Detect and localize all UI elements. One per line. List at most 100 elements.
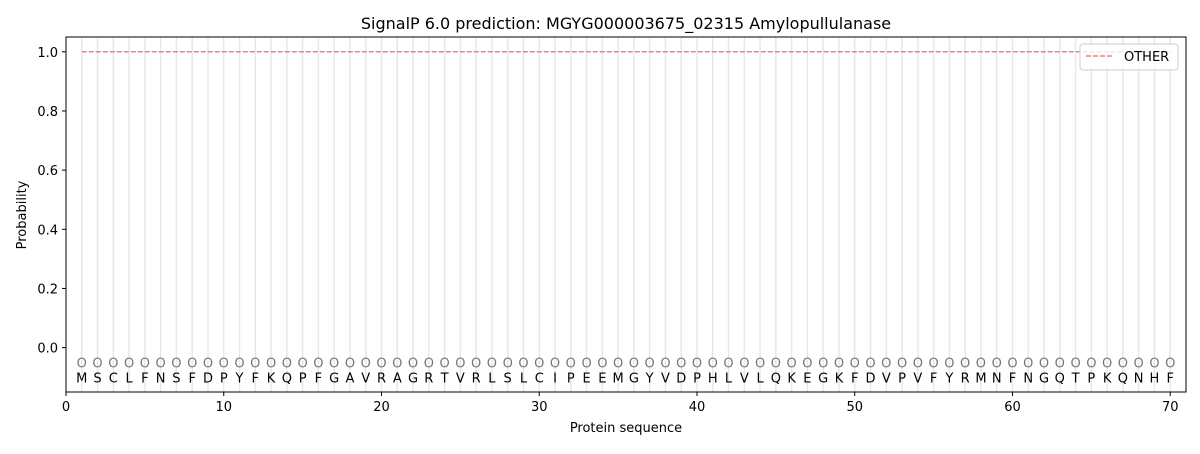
residue-letter: Y: [944, 371, 953, 386]
residue-letter: P: [1087, 371, 1095, 386]
residue-letter: K: [267, 371, 276, 386]
residue-letter: K: [787, 371, 796, 386]
residue-label-marker: O: [1118, 356, 1128, 371]
residue-label-marker: O: [660, 356, 670, 371]
residue-label-marker: O: [913, 356, 923, 371]
residue-letter: C: [109, 371, 118, 386]
residue-letter: N: [1023, 371, 1033, 386]
x-tick-label: 0: [62, 400, 70, 415]
residue-letter: T: [440, 371, 449, 386]
residue-label-marker: O: [818, 356, 828, 371]
residue-label-marker: O: [345, 356, 355, 371]
x-axis-label: Protein sequence: [570, 421, 682, 436]
x-tick-label: 20: [373, 400, 390, 415]
residue-letter: P: [220, 371, 228, 386]
chart-title: SignalP 6.0 prediction: MGYG000003675_02…: [361, 14, 891, 34]
residue-label-marker: O: [503, 356, 513, 371]
residue-letter: M: [613, 371, 624, 386]
residue-label-marker: O: [1102, 356, 1112, 371]
legend-label-other: OTHER: [1124, 50, 1169, 65]
residue-letter: R: [472, 371, 481, 386]
residue-letter: G: [1039, 371, 1049, 386]
residue-letter: H: [708, 371, 718, 386]
residue-label-marker: O: [156, 356, 166, 371]
residue-label-marker: O: [187, 356, 197, 371]
residue-label-marker: O: [471, 356, 481, 371]
residue-label-marker: O: [250, 356, 260, 371]
residue-letter: L: [520, 371, 528, 386]
residue-letter: N: [1134, 371, 1144, 386]
residue-label-marker: O: [787, 356, 797, 371]
residue-label-marker: O: [313, 356, 323, 371]
residue-letter: Y: [235, 371, 244, 386]
residue-letter: D: [676, 371, 686, 386]
residue-letter: E: [803, 371, 811, 386]
residue-letter: L: [125, 371, 133, 386]
x-tick-label: 60: [1004, 400, 1021, 415]
residue-label-marker: O: [897, 356, 907, 371]
residue-letter: G: [818, 371, 828, 386]
residue-label-marker: O: [534, 356, 544, 371]
residue-label-marker: O: [708, 356, 718, 371]
residue-letter: L: [488, 371, 496, 386]
residue-label-marker: O: [739, 356, 749, 371]
residue-label-marker: O: [960, 356, 970, 371]
residue-label-marker: O: [692, 356, 702, 371]
residue-label-marker: O: [108, 356, 118, 371]
residue-label-marker: O: [376, 356, 386, 371]
residue-letter: A: [345, 371, 354, 386]
residue-label-marker: O: [834, 356, 844, 371]
residue-label-marker: O: [92, 356, 102, 371]
residue-label-marker: O: [518, 356, 528, 371]
residue-label-marker: O: [424, 356, 434, 371]
y-tick-label: 0.8: [37, 105, 58, 120]
residue-label-marker: O: [219, 356, 229, 371]
residue-letter: K: [835, 371, 844, 386]
residue-letter: P: [299, 371, 307, 386]
residue-label-marker: O: [140, 356, 150, 371]
residue-letter: L: [756, 371, 764, 386]
residue-label-marker: O: [408, 356, 418, 371]
residue-letter: H: [1150, 371, 1160, 386]
residue-label-marker: O: [976, 356, 986, 371]
residue-letter: F: [930, 371, 937, 386]
residue-label-marker: O: [1023, 356, 1033, 371]
y-axis-label: Probability: [15, 180, 30, 249]
residue-label-marker: O: [581, 356, 591, 371]
residue-label-marker: O: [329, 356, 339, 371]
y-tick-label: 0.6: [37, 164, 58, 179]
residue-label-marker: O: [723, 356, 733, 371]
residue-letter: R: [377, 371, 386, 386]
residue-letter: F: [315, 371, 322, 386]
residue-letter: G: [329, 371, 339, 386]
residue-label-marker: O: [1134, 356, 1144, 371]
residue-letter: I: [553, 371, 557, 386]
residue-label-marker: O: [361, 356, 371, 371]
residue-letter: F: [141, 371, 148, 386]
residue-label-marker: O: [487, 356, 497, 371]
residue-letter: V: [740, 371, 749, 386]
residue-label-marker: O: [928, 356, 938, 371]
residue-letter: S: [504, 371, 512, 386]
residue-letter: A: [393, 371, 402, 386]
residue-letter: T: [1071, 371, 1080, 386]
residue-letter: Q: [1118, 371, 1128, 386]
legend: OTHER: [1079, 43, 1179, 71]
residue-label-marker: O: [298, 356, 308, 371]
y-tick-label: 0.4: [37, 223, 58, 238]
residue-letter: G: [408, 371, 418, 386]
residue-letter: V: [661, 371, 670, 386]
legend-box: [1079, 43, 1179, 71]
residue-letter: V: [456, 371, 465, 386]
x-tick-label: 30: [531, 400, 548, 415]
x-tick-label: 10: [215, 400, 232, 415]
residue-label-marker: O: [1039, 356, 1049, 371]
residue-label-marker: O: [992, 356, 1002, 371]
residue-letter: R: [961, 371, 970, 386]
residue-label-marker: O: [234, 356, 244, 371]
residue-label-marker: O: [455, 356, 465, 371]
residue-label-marker: O: [629, 356, 639, 371]
residue-label-marker: O: [1086, 356, 1096, 371]
